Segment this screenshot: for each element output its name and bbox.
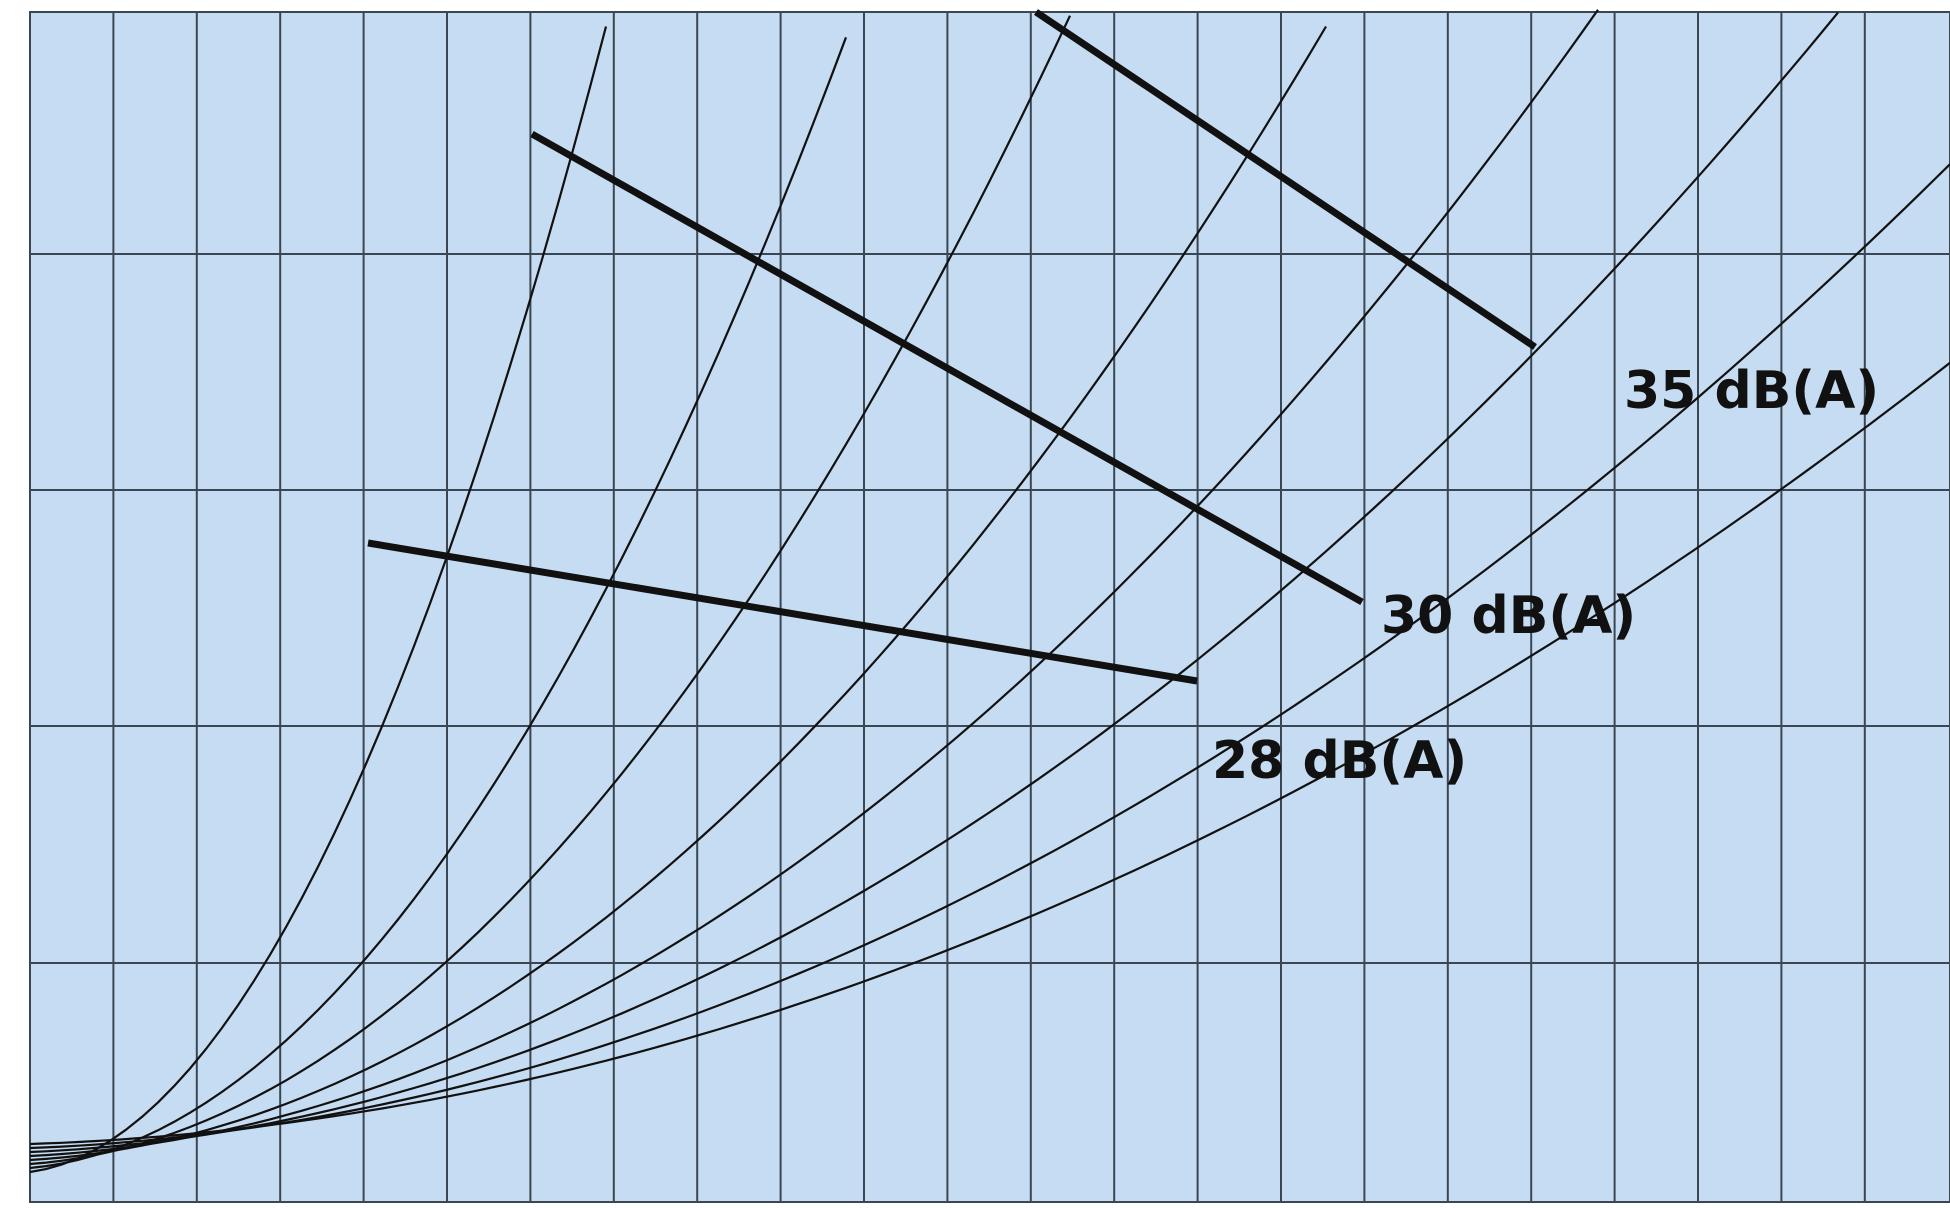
plot-background [29,11,1950,1203]
noise-line [1034,9,1537,350]
system-curve [29,163,1950,1150]
noise-label-35: 35 dB(A) [1624,361,1879,421]
noise-line [530,130,1364,606]
system-curve [29,25,1327,1162]
grid [30,12,1950,1202]
system-curve [29,9,1599,1158]
system-curve [29,11,1839,1154]
system-curve [29,361,1950,1146]
noise-line [367,539,1198,685]
system-curve [29,36,848,1170]
noise-label-28: 28 dB(A) [1212,731,1467,791]
system-curve [29,26,608,1174]
system-curves [29,9,1950,1174]
system-curve [29,15,1071,1166]
noise-lines [367,9,1537,685]
noise-label-30: 30 dB(A) [1381,586,1636,646]
